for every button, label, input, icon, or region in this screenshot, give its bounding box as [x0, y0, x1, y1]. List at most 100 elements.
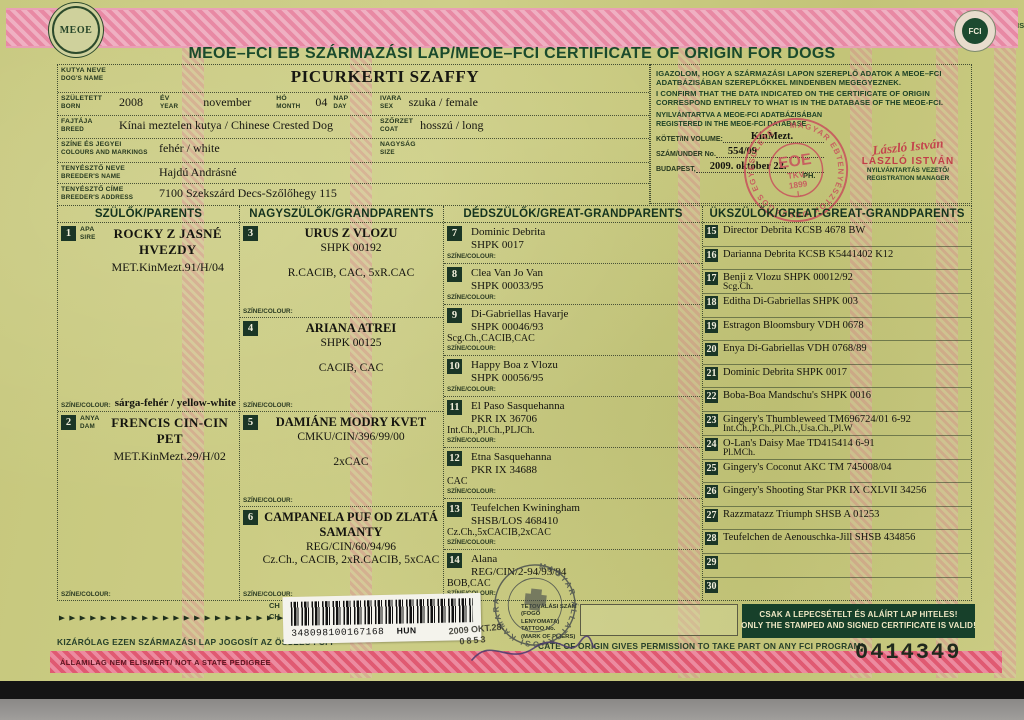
signature-block: László István LÁSZLÓ ISTVÁN NYILVÁNTARTÁ… — [847, 135, 969, 184]
address-label: TENYÉSZTŐ CÍME BREEDER'S ADDRESS — [61, 186, 134, 201]
ancestor-number: 28 — [705, 532, 718, 546]
place-of-seal: PH. — [803, 171, 816, 180]
gggp-row: 27 Razzmatazz Triumph SHSB A 01253 — [703, 507, 971, 531]
guilloche-stripe — [850, 40, 872, 678]
breed-row: FAJTÁJA BREED Kínai meztelen kutya / Chi… — [58, 116, 649, 139]
ancestor-line: Boba-Boa Mandschu's SHPK 0016 — [723, 390, 872, 402]
validity-hu: CSAK A LEPECSÉTELT ÉS ALÁÍRT LAP HITELES… — [759, 610, 958, 620]
breeder-row: TENYÉSZTŐ NEVE BREEDER'S NAME Hajdú Andr… — [58, 163, 649, 184]
ancestor-reg: PKR IX 36706 — [471, 413, 538, 425]
born-day: 04 — [315, 95, 328, 109]
grandparents-header: NAGYSZÜLŐK/GRANDPARENTS — [240, 206, 443, 223]
photo-background — [0, 699, 1024, 720]
grandparent-cell: 6 CAMPANELA PUF OD ZLATÁ SAMANTY REG/CIN… — [243, 509, 440, 598]
sire-reg: MET.KinMezt.91/H/04 — [111, 260, 224, 274]
born-label: SZÜLETETT BORN — [61, 95, 103, 110]
number-label: SZÁM/UNDER No. — [656, 151, 716, 158]
breed-value: Kínai meztelen kutya / Chinese Crested D… — [119, 118, 333, 132]
not-state-pedigree-band: ÁLLAMILAG NEM ELISMERT/ NOT A STATE PEDI… — [50, 651, 1002, 673]
ancestor-line: Director Debrita KCSB 4678 BW — [723, 225, 866, 236]
certificate-document: SZÁRMAZÁSI NYILVÁNTARTÁS AZ FCI ÁLTAL EL… — [0, 0, 1024, 682]
ancestor-line: Editha Di-Gabriellas SHPK 003 — [723, 296, 859, 308]
city-label: BUDAPEST, — [656, 166, 696, 173]
ancestor-reg: SHPK 00033/95 — [471, 280, 544, 292]
ancestor-number: 11 — [447, 400, 462, 415]
confirmation-en: I CONFIRM THAT THE DATA INDICATED ON THE… — [656, 88, 944, 107]
born-row: SZÜLETETT BORN 2008 ÉV YEAR november HÓ … — [58, 93, 649, 116]
ancestor-titles: Scg.Ch. — [723, 282, 754, 293]
gggp-row: 23 Gingery's Thumbleweed TM696724/01 6-92… — [703, 412, 971, 436]
ancestor-line: Enya Di-Gabriellas VDH 0768/89 — [723, 343, 867, 355]
great-grandparents-column: DÉDSZÜLŐK/GREAT-GRANDPARENTS 7 Dominic D… — [444, 206, 703, 600]
ancestor-number: 19 — [705, 319, 718, 333]
great-grandparent-cell: 11 El Paso Sasquehanna PKR IX 36706 Int.C… — [444, 397, 702, 448]
ancestor-reg: SHPK 00192 — [320, 242, 382, 254]
ancestor-name: CAMPANELA PUF OD ZLATÁ SAMANTY — [264, 509, 438, 539]
dog-name-row: KUTYA NEVE DOG'S NAME PICURKERTI SZAFFY — [58, 65, 649, 93]
dog-name: PICURKERTI SZAFFY — [290, 67, 480, 86]
sire-colour: SZÍNE/COLOUR: sárga-fehér / yellow-white — [61, 397, 237, 410]
day-label: NAP DAY — [333, 95, 349, 110]
dam-colour: SZÍNE/COLOUR: — [61, 591, 111, 598]
parent-number: 2 — [61, 415, 76, 430]
great-grandparent-cell: 13 Teufelchen Kwiningham SHSB/LOS 468410 … — [444, 499, 702, 550]
parents-column: SZÜLŐK/PARENTS 1 APA SIRE ROCKY Z JASNÉ … — [58, 206, 240, 600]
great-great-grandparents-header: ÜKSZÜLŐK/GREAT-GREAT-GRANDPARENTS — [703, 206, 971, 223]
gggp-row: 22 Boba-Boa Mandschu's SHPK 0016 — [703, 388, 971, 412]
dam-label: ANYA DAM — [80, 415, 100, 430]
ancestor-reg: SHPK 0017 — [471, 239, 524, 251]
gggp-row: 20 Enya Di-Gabriellas VDH 0768/89 — [703, 341, 971, 365]
ancestor-number: 16 — [705, 248, 718, 262]
ancestor-name: Dominic Debrita — [471, 226, 546, 238]
great-grandparent-cell: 12 Etna Sasquehanna PKR IX 34688 CAC SZÍN… — [444, 448, 702, 499]
dog-info-box: KUTYA NEVE DOG'S NAME PICURKERTI SZAFFY … — [57, 64, 650, 206]
great-great-grandparents-column: ÜKSZÜLŐK/GREAT-GREAT-GRANDPARENTS 15 Dire… — [703, 206, 971, 600]
ancestor-number: 20 — [705, 343, 718, 357]
ancestor-reg: SHSB/LOS 468410 — [471, 515, 559, 527]
validity-en: ONLY THE STAMPED AND SIGNED CERTIFICATE … — [741, 621, 976, 630]
grandparents-column: NAGYSZÜLŐK/GRANDPARENTS 3 URUS Z VLOZU S… — [240, 206, 444, 600]
ancestor-reg: REG/CIN/60/94/96 — [305, 540, 397, 553]
dog-name-label: KUTYA NEVE DOG'S NAME — [61, 67, 106, 82]
ancestor-number: 22 — [705, 390, 718, 404]
sire-name: ROCKY Z JASNÉ HVEZDY — [113, 226, 222, 257]
ancestor-titles: R.CACIB, CAC, 5xR.CAC — [287, 267, 415, 279]
ancestor-name: Happy Boa z Vlozu — [471, 359, 558, 371]
month-label: HÓ MONTH — [276, 95, 301, 110]
guilloche-stripe — [994, 40, 1016, 678]
ancestor-number: 21 — [705, 366, 718, 380]
ancestor-titles: Pl.MCh. — [723, 447, 756, 458]
ancestor-titles: 2xCAC — [333, 456, 369, 468]
ancestor-name: DAMIÁNE MODRY KVET — [275, 415, 427, 429]
signer-title-hu: NYILVÁNTARTÁS VEZETŐ/ — [866, 167, 950, 174]
parents-header: SZÜLŐK/PARENTS — [58, 206, 239, 223]
ancestor-reg: SHPK 00046/93 — [471, 321, 544, 333]
ancestor-number: 6 — [243, 509, 258, 525]
validity-notice-box: CSAK A LEPECSÉTELT ÉS ALÁÍRT LAP HITELES… — [741, 604, 976, 638]
ancestor-titles: Int.Ch.,P.Ch.,Pl.Ch.,Usa.Ch.,Pl.W — [723, 423, 853, 434]
ancestor-titles: Cz.Ch., CACIB, 2xR.CACIB, 5xCAC — [262, 553, 440, 566]
gggp-row: 19 Estragon Bloomsbury VDH 0678 — [703, 318, 971, 342]
signer-name: LÁSZLÓ ISTVÁN — [861, 156, 955, 167]
top-banner — [6, 8, 1018, 48]
ancestor-name: Teufelchen Kwiningham — [471, 502, 580, 514]
ancestor-name: ARIANA ATREI — [305, 320, 397, 335]
ancestor-number: 9 — [447, 308, 462, 323]
number-value: 554/09 — [727, 146, 758, 157]
volume-value: KinMezt. — [750, 131, 794, 142]
ancestor-number: 13 — [447, 502, 462, 517]
gggp-row: 28 Teufelchen de Aenouschka-Jill SHSB 434… — [703, 530, 971, 554]
barcode-country: HUN — [396, 625, 417, 636]
parent-cell-dam: 2 ANYA DAM FRENCIS CIN-CIN PET MET.KinMe… — [58, 412, 239, 600]
ancestor-number: 8 — [447, 267, 462, 282]
great-grandparent-cell: 8 Clea Van Jo Van SHPK 00033/95 SZÍNE/COL… — [444, 264, 702, 305]
ancestor-titles: CACIB, CAC — [318, 361, 384, 374]
ancestor-number: 25 — [705, 461, 718, 475]
coat-cluster: SZŐRZET COAT hosszú / long — [380, 118, 483, 133]
gggp-row: 15 Director Debrita KCSB 4678 BW — [703, 223, 971, 247]
grandparent-cell: 5 DAMIÁNE MODRY KVET CMKU/CIN/396/99/00 … — [240, 412, 443, 507]
guilloche-stripe — [678, 40, 700, 678]
ancestor-number: 24 — [705, 437, 718, 451]
not-state-pedigree-text: ÁLLAMILAG NEM ELISMERT/ NOT A STATE PEDI… — [60, 657, 271, 667]
